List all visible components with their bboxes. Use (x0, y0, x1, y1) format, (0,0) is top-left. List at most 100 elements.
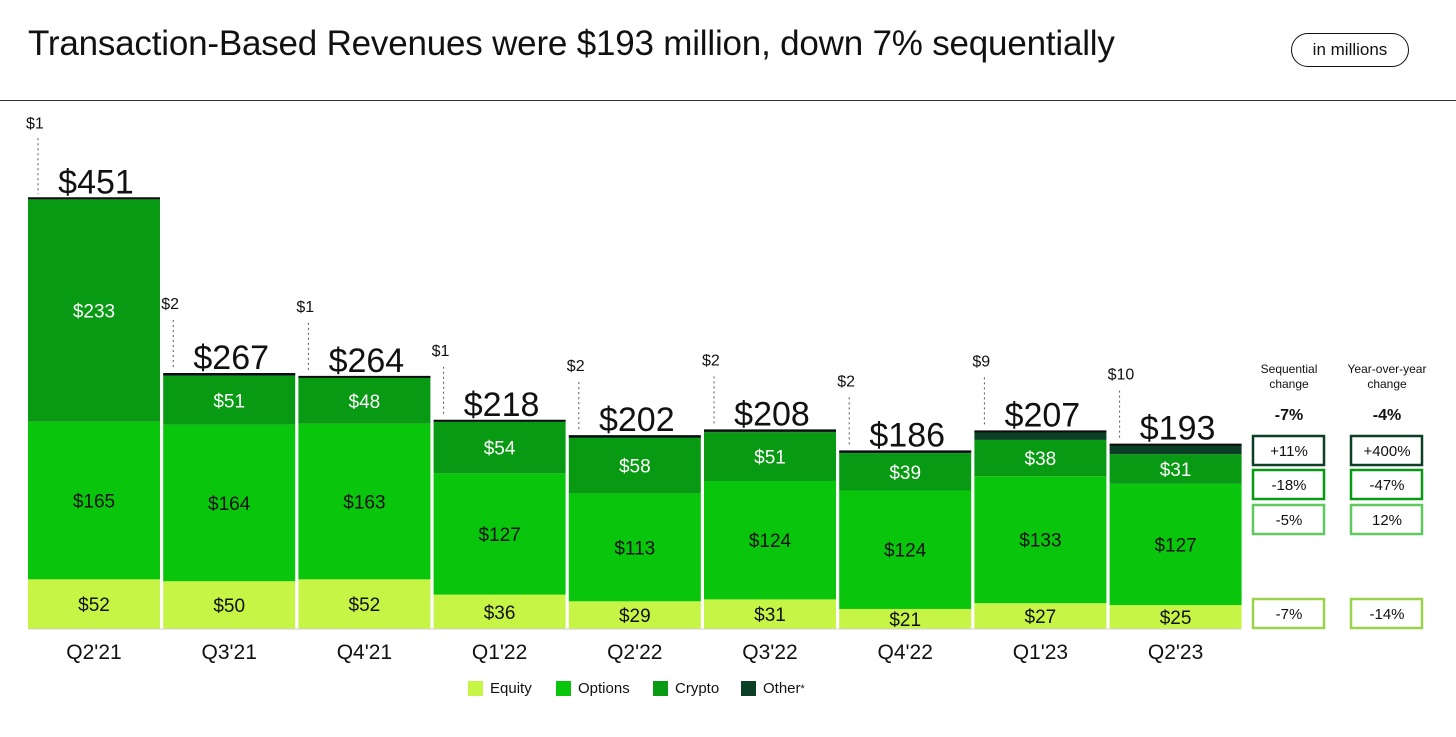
total-label-2: $264 (329, 342, 405, 380)
yoy-header-0: Year-over-year (1348, 362, 1427, 376)
yoy-value-options2: 12% (1372, 512, 1402, 529)
yoy-total: -4% (1373, 407, 1401, 424)
other-label-1: $2 (161, 296, 179, 313)
total-label-8: $193 (1140, 410, 1216, 448)
bar-options-3 (433, 473, 566, 595)
yoy-box-options2 (1349, 503, 1424, 536)
sequential-value-options2: -5% (1276, 512, 1303, 529)
bar-options-0 (28, 421, 160, 580)
bar-equity-0 (28, 579, 160, 629)
data-label-crypto-2: $48 (349, 392, 381, 413)
data-label-options-3: $127 (478, 525, 520, 546)
yoy-box-crypto (1349, 434, 1424, 467)
legend-item-crypto: Crypto (653, 680, 719, 697)
bar-crypto-3 (433, 421, 566, 474)
bar-crypto-0 (28, 199, 160, 422)
data-label-crypto-4: $58 (619, 457, 651, 478)
legend-swatch-crypto (653, 681, 668, 696)
bar-options-5 (704, 480, 836, 600)
total-label-3: $218 (464, 386, 540, 424)
bar-crypto-2 (298, 377, 431, 424)
data-label-options-0: $165 (73, 492, 115, 513)
sequential-box-options (1251, 468, 1326, 501)
total-label-4: $202 (599, 401, 675, 439)
x-tick-label-1: Q3'21 (202, 641, 257, 664)
data-label-options-7: $133 (1019, 531, 1061, 552)
bar-equity-6 (839, 608, 972, 629)
other-label-7: $9 (972, 353, 990, 370)
legend-swatch-options (556, 681, 571, 696)
other-label-5: $2 (702, 352, 720, 369)
bar-equity-1 (163, 581, 296, 629)
legend-swatch-equity (468, 681, 483, 696)
yoy-value-options: -47% (1369, 477, 1404, 494)
x-tick-label-8: Q2'23 (1148, 641, 1203, 664)
other-label-2: $1 (296, 299, 314, 316)
data-label-crypto-8: $31 (1160, 460, 1192, 481)
bar-crypto-1 (163, 375, 296, 425)
x-tick-label-6: Q4'22 (878, 641, 933, 664)
bar-other-7 (974, 431, 1107, 440)
x-tick-label-7: Q1'23 (1013, 641, 1068, 664)
bar-crypto-7 (974, 439, 1107, 477)
total-label-5: $208 (734, 395, 810, 433)
bar-options-7 (974, 476, 1107, 604)
sequential-value-equity: -7% (1276, 606, 1303, 623)
yoy-header-1: change (1367, 377, 1407, 391)
bar-other-8 (1109, 444, 1242, 455)
bar-crypto-6 (839, 453, 972, 491)
yoy-value-equity: -14% (1369, 606, 1404, 623)
chart-title: Transaction-Based Revenues were $193 mil… (28, 24, 1115, 63)
data-label-equity-4: $29 (619, 606, 651, 627)
legend-label-other: Other (763, 680, 801, 697)
yoy-box-equity (1349, 597, 1424, 630)
data-label-equity-5: $31 (754, 605, 786, 626)
header-divider (0, 100, 1456, 101)
other-label-4: $2 (567, 358, 585, 375)
bar-options-2 (298, 423, 431, 580)
data-label-crypto-7: $38 (1025, 449, 1057, 470)
other-label-6: $2 (837, 373, 855, 390)
data-label-equity-1: $50 (213, 596, 245, 617)
bar-crypto-8 (1109, 454, 1242, 484)
x-tick-label-4: Q2'22 (607, 641, 662, 664)
unit-badge: in millions (1291, 33, 1409, 67)
sequential-header-0: Sequential (1261, 362, 1318, 376)
bar-options-8 (1109, 483, 1242, 606)
total-label-0: $451 (58, 163, 134, 201)
bar-equity-3 (433, 594, 566, 629)
other-label-8: $10 (1108, 367, 1135, 384)
data-label-crypto-3: $54 (484, 439, 516, 460)
other-label-3: $1 (432, 343, 450, 360)
bar-equity-4 (568, 601, 701, 629)
bar-options-4 (568, 493, 701, 602)
legend-label-equity: Equity (490, 680, 532, 697)
sequential-total: -7% (1275, 407, 1303, 424)
bar-crypto-5 (704, 432, 836, 481)
bar-options-6 (839, 490, 972, 609)
x-tick-label-5: Q3'22 (742, 641, 797, 664)
sequential-value-crypto: +11% (1270, 443, 1308, 460)
x-tick-label-0: Q2'21 (66, 641, 121, 664)
data-label-equity-3: $36 (484, 603, 516, 624)
x-tick-label-2: Q4'21 (337, 641, 392, 664)
data-label-options-2: $163 (343, 493, 385, 514)
yoy-box-options (1349, 468, 1424, 501)
data-label-equity-8: $25 (1160, 608, 1192, 629)
total-label-6: $186 (869, 416, 945, 454)
legend-item-equity: Equity (468, 680, 532, 697)
data-label-equity-2: $52 (349, 595, 381, 616)
bar-equity-8 (1109, 605, 1242, 629)
data-label-crypto-0: $233 (73, 302, 115, 323)
data-label-crypto-1: $51 (213, 391, 245, 412)
sequential-box-crypto (1251, 434, 1326, 467)
data-label-options-1: $164 (208, 494, 251, 515)
bar-equity-5 (704, 599, 836, 629)
total-label-7: $207 (1005, 396, 1081, 434)
bar-crypto-4 (568, 438, 701, 494)
data-label-options-6: $124 (884, 541, 927, 562)
legend-item-other: Other * (741, 680, 805, 697)
sequential-header-1: change (1269, 377, 1309, 391)
data-label-options-4: $113 (614, 538, 655, 559)
